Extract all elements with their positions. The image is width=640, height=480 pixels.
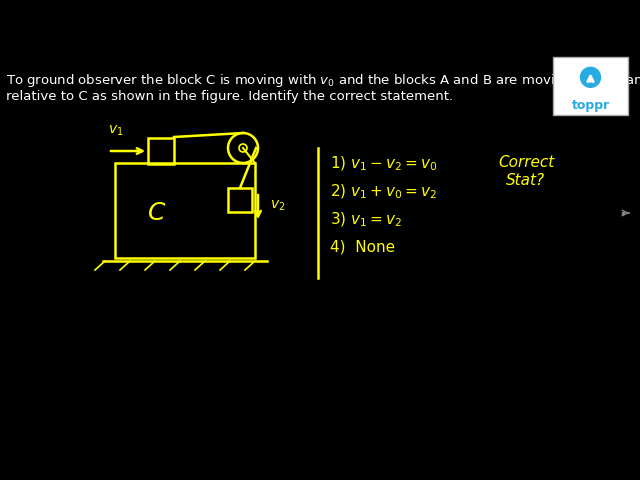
Text: $v_1$: $v_1$ [108,124,124,138]
Text: 4)  None: 4) None [330,239,395,254]
Text: 2) $v_1 + v_0 = v_2$: 2) $v_1 + v_0 = v_2$ [330,183,437,202]
Text: Correct: Correct [498,155,554,170]
Text: C: C [148,201,166,225]
Text: 1) $v_1 - v_2 = v_0$: 1) $v_1 - v_2 = v_0$ [330,155,438,173]
Bar [148,138,174,164]
Text: toppr: toppr [572,99,610,112]
Text: 3) $v_1 = v_2$: 3) $v_1 = v_2$ [330,211,402,229]
Bar [228,188,252,212]
Text: Stat?: Stat? [506,173,545,188]
Bar [115,163,255,258]
Circle shape [580,67,600,87]
Text: To ground observer the block C is moving with $v_0$ and the blocks A and B are m: To ground observer the block C is moving… [6,72,640,89]
Text: $v_2$: $v_2$ [270,199,285,213]
FancyBboxPatch shape [553,57,628,115]
Text: relative to C as shown in the figure. Identify the correct statement.: relative to C as shown in the figure. Id… [6,90,453,103]
